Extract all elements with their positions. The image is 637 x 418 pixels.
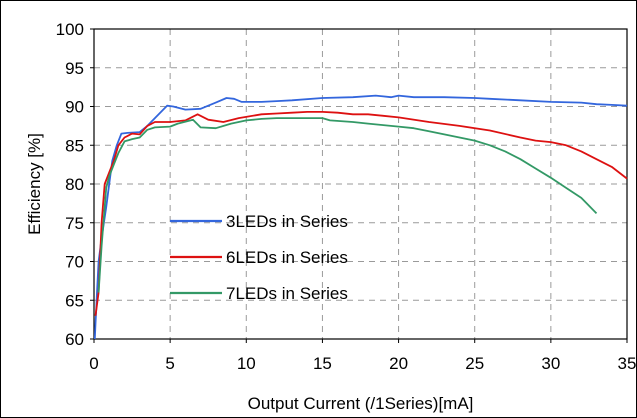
x-tick-label: 5 xyxy=(165,354,174,373)
y-tick-label: 100 xyxy=(56,20,84,39)
x-axis-title: Output Current (/1Series)[mA] xyxy=(248,394,474,413)
x-tick-label: 10 xyxy=(237,354,256,373)
legend-label-2: 6LEDs in Series xyxy=(226,248,348,267)
y-tick-label: 70 xyxy=(65,253,84,272)
legend-label-3: 7LEDs in Series xyxy=(226,284,348,303)
x-tick-label: 30 xyxy=(541,354,560,373)
y-tick-label: 95 xyxy=(65,59,84,78)
series-line-1 xyxy=(93,94,628,340)
series-line-2 xyxy=(94,111,628,316)
y-tick-label: 90 xyxy=(65,98,84,117)
x-tick-label: 25 xyxy=(465,354,484,373)
y-tick-label: 85 xyxy=(65,136,84,155)
x-tick-label: 0 xyxy=(89,354,98,373)
y-tick-labels: 60 65 70 75 80 85 90 95 100 xyxy=(56,20,94,349)
legend-label-1: 3LEDs in Series xyxy=(226,212,348,231)
legend: 3LEDs in Series 6LEDs in Series 7LEDs in S… xyxy=(170,212,348,303)
y-tick-label: 60 xyxy=(65,330,84,349)
x-tick-label: 15 xyxy=(313,354,332,373)
x-tick-label: 35 xyxy=(618,354,637,373)
x-tick-labels: 0 5 10 15 20 25 30 35 xyxy=(89,339,636,373)
series-lines xyxy=(93,94,628,340)
x-tick-label: 20 xyxy=(389,354,408,373)
y-tick-label: 75 xyxy=(65,214,84,233)
grid xyxy=(94,29,627,339)
series-line-3 xyxy=(97,117,598,293)
y-tick-label: 80 xyxy=(65,175,84,194)
y-axis-title: Efficiency [%] xyxy=(25,133,44,235)
y-tick-label: 65 xyxy=(65,291,84,310)
